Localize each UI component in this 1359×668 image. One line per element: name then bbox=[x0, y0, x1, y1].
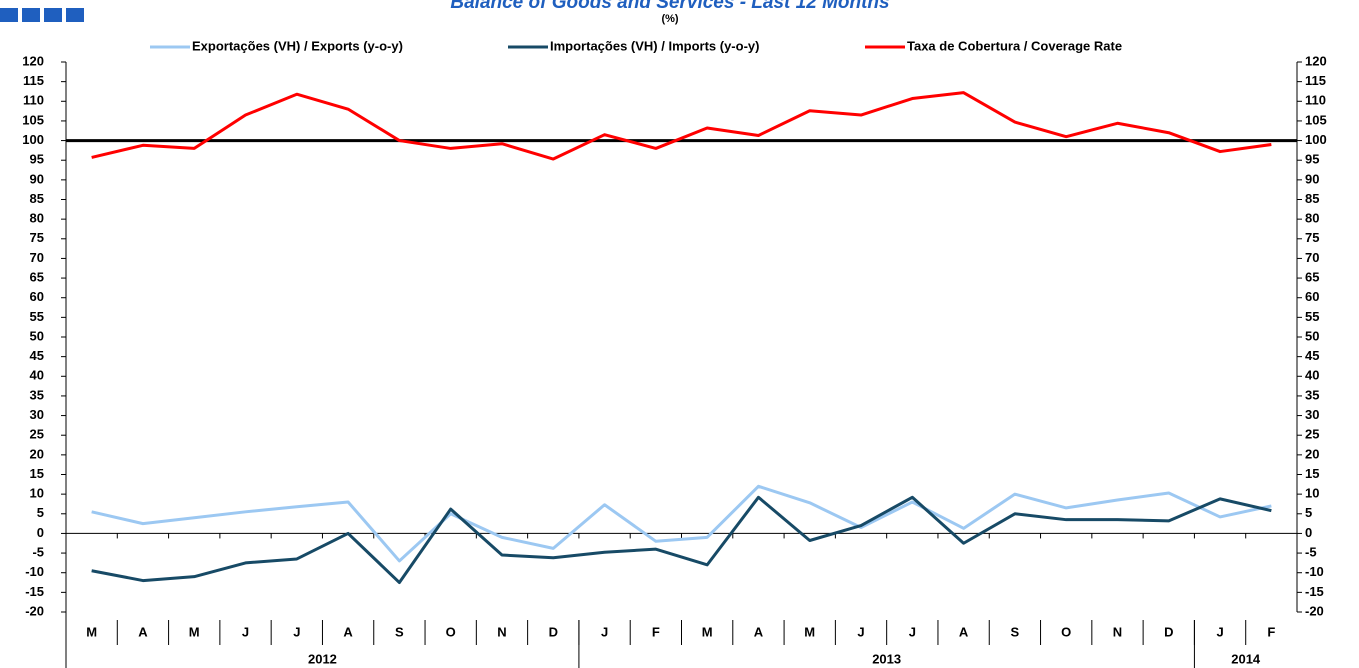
y2-tick-label: 35 bbox=[1305, 387, 1319, 402]
y-tick-label: 40 bbox=[30, 368, 44, 383]
x-tick-label: O bbox=[1061, 624, 1071, 639]
logo-block bbox=[22, 8, 40, 22]
x-tick-label: J bbox=[242, 624, 249, 639]
y-tick-label: 80 bbox=[30, 211, 44, 226]
y2-tick-label: 15 bbox=[1305, 466, 1319, 481]
x-tick-label: N bbox=[1113, 624, 1122, 639]
x-tick-label: S bbox=[395, 624, 404, 639]
y-tick-label: -20 bbox=[25, 603, 44, 618]
y-tick-label: 120 bbox=[22, 53, 44, 68]
y2-tick-label: -10 bbox=[1305, 564, 1324, 579]
x-tick-label: M bbox=[189, 624, 200, 639]
y2-tick-label: 60 bbox=[1305, 289, 1319, 304]
x-tick-label: J bbox=[1216, 624, 1223, 639]
legend-label: Exportações (VH) / Exports (y-o-y) bbox=[192, 38, 403, 53]
series-line bbox=[91, 495, 1272, 585]
y-tick-label: 90 bbox=[30, 171, 44, 186]
y-tick-label: 100 bbox=[22, 132, 44, 147]
x-tick-label: D bbox=[1164, 624, 1173, 639]
x-tick-label: J bbox=[857, 624, 864, 639]
x-tick-label: J bbox=[601, 624, 608, 639]
y-tick-label: 110 bbox=[23, 93, 44, 108]
logo-block bbox=[44, 8, 62, 22]
y2-tick-label: 50 bbox=[1305, 328, 1319, 343]
y-tick-label: 95 bbox=[30, 152, 44, 167]
x-tick-label: M bbox=[804, 624, 815, 639]
y2-tick-label: 95 bbox=[1305, 152, 1319, 167]
chart-subtitle: (%) bbox=[661, 13, 678, 25]
legend-label: Importações (VH) / Imports (y-o-y) bbox=[550, 38, 759, 53]
y-tick-label: -15 bbox=[25, 584, 44, 599]
y2-tick-label: 10 bbox=[1305, 486, 1319, 501]
year-label: 2014 bbox=[1231, 651, 1261, 666]
y-tick-label: 50 bbox=[30, 328, 44, 343]
y-tick-label: -10 bbox=[25, 564, 44, 579]
y-tick-label: 20 bbox=[30, 446, 44, 461]
y2-tick-label: 115 bbox=[1305, 73, 1326, 88]
x-tick-label: A bbox=[959, 624, 969, 639]
year-label: 2013 bbox=[872, 651, 901, 666]
y2-tick-label: 80 bbox=[1305, 211, 1319, 226]
y-tick-label: 105 bbox=[22, 112, 44, 127]
y2-tick-label: 105 bbox=[1305, 112, 1327, 127]
logo-block bbox=[66, 8, 84, 22]
y2-tick-label: -15 bbox=[1305, 584, 1324, 599]
y-tick-label: 60 bbox=[30, 289, 44, 304]
x-tick-label: O bbox=[446, 624, 456, 639]
x-tick-label: A bbox=[343, 624, 353, 639]
y2-tick-label: 5 bbox=[1305, 505, 1312, 520]
x-tick-label: D bbox=[549, 624, 558, 639]
y2-tick-label: 55 bbox=[1305, 309, 1319, 324]
y2-tick-label: 110 bbox=[1305, 93, 1326, 108]
y-tick-label: 30 bbox=[30, 407, 44, 422]
x-tick-label: A bbox=[754, 624, 764, 639]
series-line bbox=[91, 484, 1272, 563]
x-tick-label: J bbox=[293, 624, 300, 639]
y2-tick-label: 120 bbox=[1305, 53, 1327, 68]
x-tick-label: A bbox=[138, 624, 148, 639]
y-tick-label: 75 bbox=[30, 230, 44, 245]
legend-label: Taxa de Cobertura / Coverage Rate bbox=[907, 38, 1122, 53]
x-tick-label: M bbox=[86, 624, 97, 639]
y-tick-label: 15 bbox=[30, 466, 44, 481]
y2-tick-label: 100 bbox=[1305, 132, 1327, 147]
y2-tick-label: -5 bbox=[1305, 545, 1317, 560]
x-tick-label: F bbox=[1267, 624, 1275, 639]
y-tick-label: 45 bbox=[30, 348, 44, 363]
series-line bbox=[91, 91, 1272, 161]
logo-block bbox=[0, 8, 18, 22]
x-tick-label: F bbox=[652, 624, 660, 639]
y-tick-label: 115 bbox=[23, 73, 44, 88]
y2-tick-label: 0 bbox=[1305, 525, 1312, 540]
y-tick-label: 25 bbox=[30, 427, 44, 442]
y-tick-label: 35 bbox=[30, 387, 44, 402]
y2-tick-label: 45 bbox=[1305, 348, 1319, 363]
x-tick-label: M bbox=[702, 624, 713, 639]
y2-tick-label: 25 bbox=[1305, 427, 1319, 442]
y2-tick-label: 85 bbox=[1305, 191, 1319, 206]
y-tick-label: 0 bbox=[37, 525, 44, 540]
y-tick-label: 55 bbox=[30, 309, 44, 324]
x-tick-label: J bbox=[909, 624, 916, 639]
y2-tick-label: 90 bbox=[1305, 171, 1319, 186]
y2-tick-label: 65 bbox=[1305, 270, 1319, 285]
x-tick-label: S bbox=[1011, 624, 1020, 639]
x-tick-label: N bbox=[497, 624, 506, 639]
y2-tick-label: 30 bbox=[1305, 407, 1319, 422]
y-tick-label: 5 bbox=[37, 505, 44, 520]
y-tick-label: 65 bbox=[30, 270, 44, 285]
y2-tick-label: -20 bbox=[1305, 603, 1324, 618]
y-tick-label: 10 bbox=[30, 486, 44, 501]
y-tick-label: 70 bbox=[30, 250, 44, 265]
y2-tick-label: 70 bbox=[1305, 250, 1319, 265]
y2-tick-label: 20 bbox=[1305, 446, 1319, 461]
y2-tick-label: 75 bbox=[1305, 230, 1319, 245]
y-tick-label: -5 bbox=[32, 545, 44, 560]
chart-title: Balance of Goods and Services - Last 12 … bbox=[450, 0, 889, 13]
y2-tick-label: 40 bbox=[1305, 368, 1319, 383]
y-tick-label: 85 bbox=[30, 191, 44, 206]
year-label: 2012 bbox=[308, 651, 337, 666]
